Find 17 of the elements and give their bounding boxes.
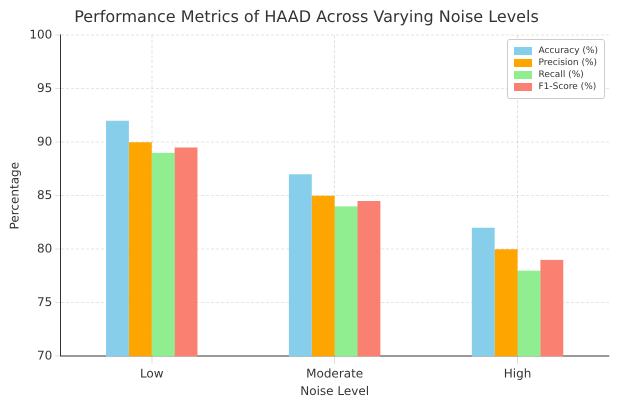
- y-tick-label: 75: [37, 294, 52, 309]
- x-tick-label: Low: [140, 366, 164, 381]
- x-tick-label: Moderate: [306, 366, 364, 381]
- x-axis-title: Noise Level: [300, 384, 370, 398]
- y-tick-label: 85: [37, 188, 52, 202]
- legend-label: Accuracy (%): [538, 46, 598, 56]
- y-tick-label: 90: [37, 134, 52, 148]
- y-tick-label: 80: [37, 241, 52, 256]
- x-tick-label: High: [504, 366, 532, 381]
- y-tick-label: 70: [37, 348, 52, 362]
- y-tick-label: 100: [29, 27, 52, 42]
- legend-label: Recall (%): [538, 70, 584, 80]
- y-axis-title: Percentage: [7, 162, 22, 230]
- legend-label: F1-Score (%): [538, 82, 596, 92]
- legend-label: Precision (%): [538, 58, 598, 68]
- chart-title: Performance Metrics of HAAD Across Varying Noise Levels: [74, 6, 539, 26]
- y-tick-label: 95: [37, 80, 52, 95]
